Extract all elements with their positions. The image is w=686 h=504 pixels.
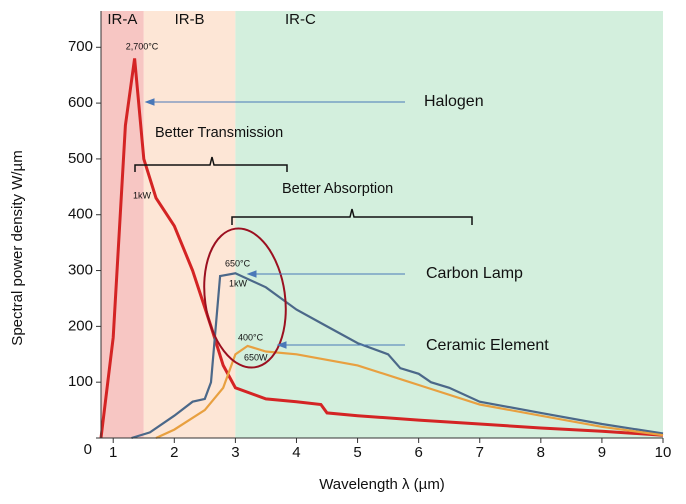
x-axis-title: Wavelength λ (µm) [319, 476, 445, 493]
x-tick-label: 5 [353, 444, 361, 461]
y-tick-label: 300 [68, 262, 93, 279]
bands: IR-A IR-B IR-C [101, 11, 664, 438]
series-line [131, 272, 664, 440]
series-label: Ceramic Element [426, 337, 549, 354]
arrowhead [276, 341, 287, 349]
brace [134, 156, 288, 172]
annotation: 650W [244, 352, 268, 362]
y-tick-label: 600 [68, 94, 93, 111]
x-tick-label: 3 [231, 444, 239, 461]
y-tick-label: 0 [84, 441, 92, 458]
brace [231, 208, 473, 225]
annotation: 400°C [238, 332, 264, 342]
series-label: Carbon Lamp [426, 265, 523, 282]
band [143, 11, 236, 438]
band [235, 11, 664, 438]
arrowhead [144, 98, 155, 106]
x-tick-label: 1 [109, 444, 117, 461]
x-tick-label: 9 [598, 444, 606, 461]
lines [99, 58, 664, 440]
y-tick-label: 100 [68, 373, 93, 390]
series-label: Halogen [424, 93, 484, 110]
annotation: Better Transmission [155, 125, 283, 141]
annotation: 650°C [225, 258, 251, 268]
annotation: 2,700°C [126, 41, 159, 51]
band-label: IR-B [175, 11, 205, 28]
x-tick-label: 4 [292, 444, 300, 461]
y-tick-label: 400 [68, 206, 93, 223]
x-tick-label: 6 [414, 444, 422, 461]
x-tick-label: 2 [170, 444, 178, 461]
x-tick-label: 10 [655, 444, 672, 461]
x-tick-label: 8 [537, 444, 545, 461]
annotation: 1kW [133, 190, 152, 200]
y-tick-label: 700 [68, 38, 93, 55]
band-label: IR-C [285, 11, 316, 28]
series-line [155, 344, 664, 439]
y-tick-label: 500 [68, 150, 93, 167]
y-tick-label: 200 [68, 317, 93, 334]
x-tick-label: 7 [476, 444, 484, 461]
arrowhead [246, 270, 257, 278]
band-label: IR-A [107, 11, 137, 28]
decorations [134, 98, 473, 369]
series-line [99, 58, 664, 439]
highlight-ellipse [203, 227, 287, 369]
annotation: 1kW [229, 278, 248, 288]
annotation: Better Absorption [282, 181, 393, 197]
y-axis-title: Spectral power density W/µm [9, 150, 26, 345]
